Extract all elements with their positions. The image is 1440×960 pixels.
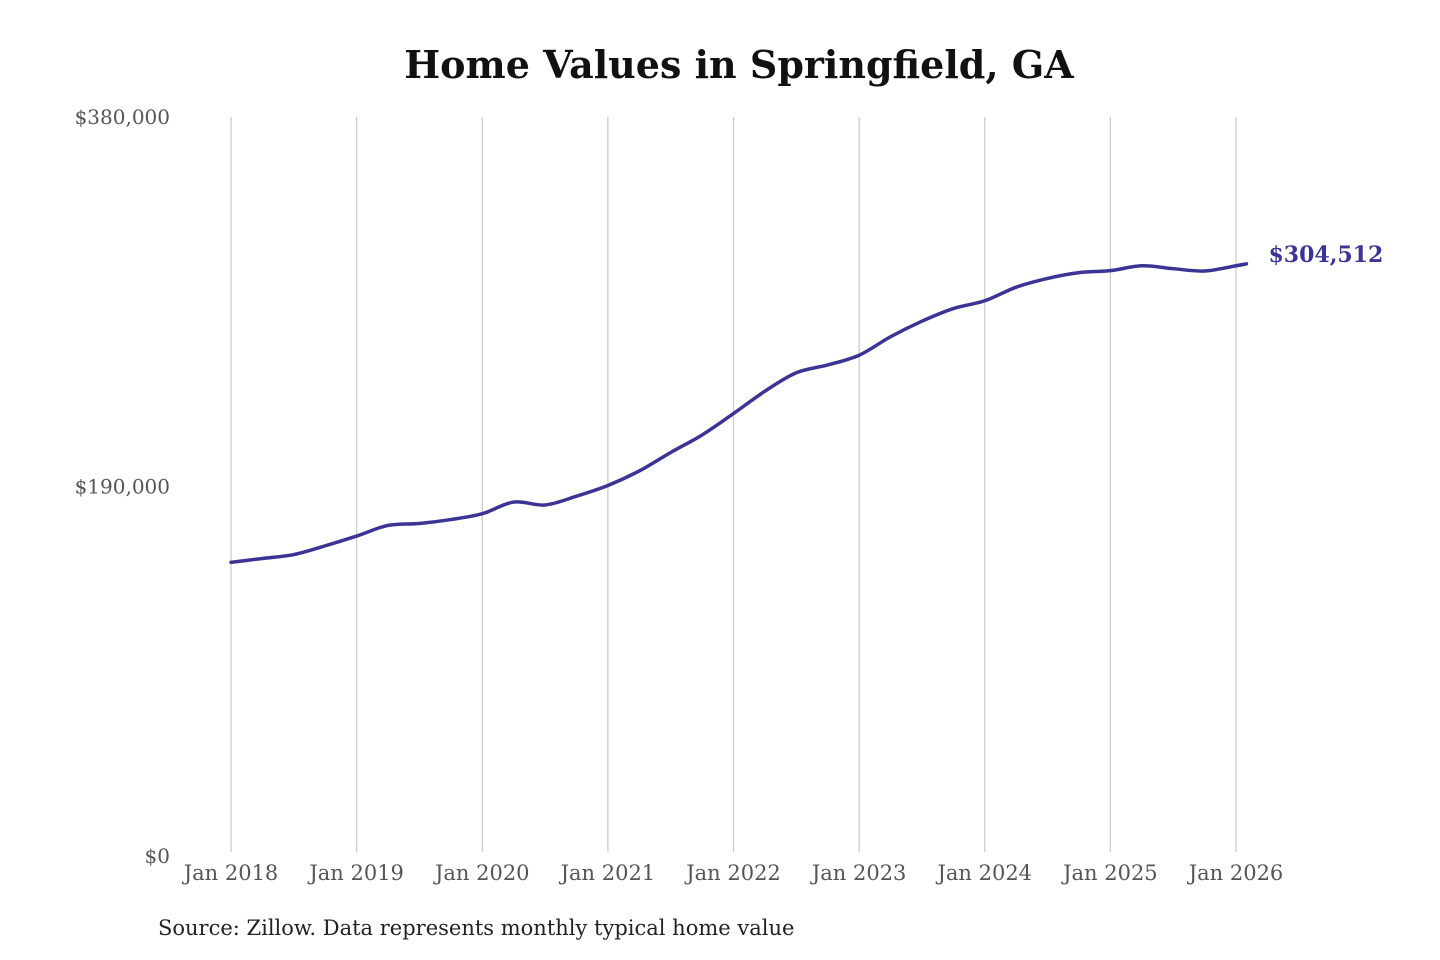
end-value-label: $304,512 (1268, 242, 1383, 268)
x-tick-label: Jan 2025 (1061, 861, 1158, 885)
series-line (229, 262, 1249, 565)
x-tick-label: Jan 2026 (1187, 861, 1284, 885)
y-tick-label: $380,000 (75, 105, 170, 129)
y-tick-label: $0 (145, 844, 170, 868)
x-tick-label: Jan 2019 (307, 861, 404, 885)
x-tick-label: Jan 2023 (810, 861, 907, 885)
x-tick-label: Jan 2024 (935, 861, 1032, 885)
x-tick-label: Jan 2020 (433, 861, 530, 885)
source-note: Source: Zillow. Data represents monthly … (158, 916, 795, 940)
x-tick-label: Jan 2018 (182, 861, 279, 885)
x-tick-label: Jan 2021 (559, 861, 656, 885)
y-tick-label: $190,000 (75, 475, 170, 499)
x-tick-label: Jan 2022 (684, 861, 781, 885)
chart-title: Home Values in Springfield, GA (404, 42, 1074, 87)
